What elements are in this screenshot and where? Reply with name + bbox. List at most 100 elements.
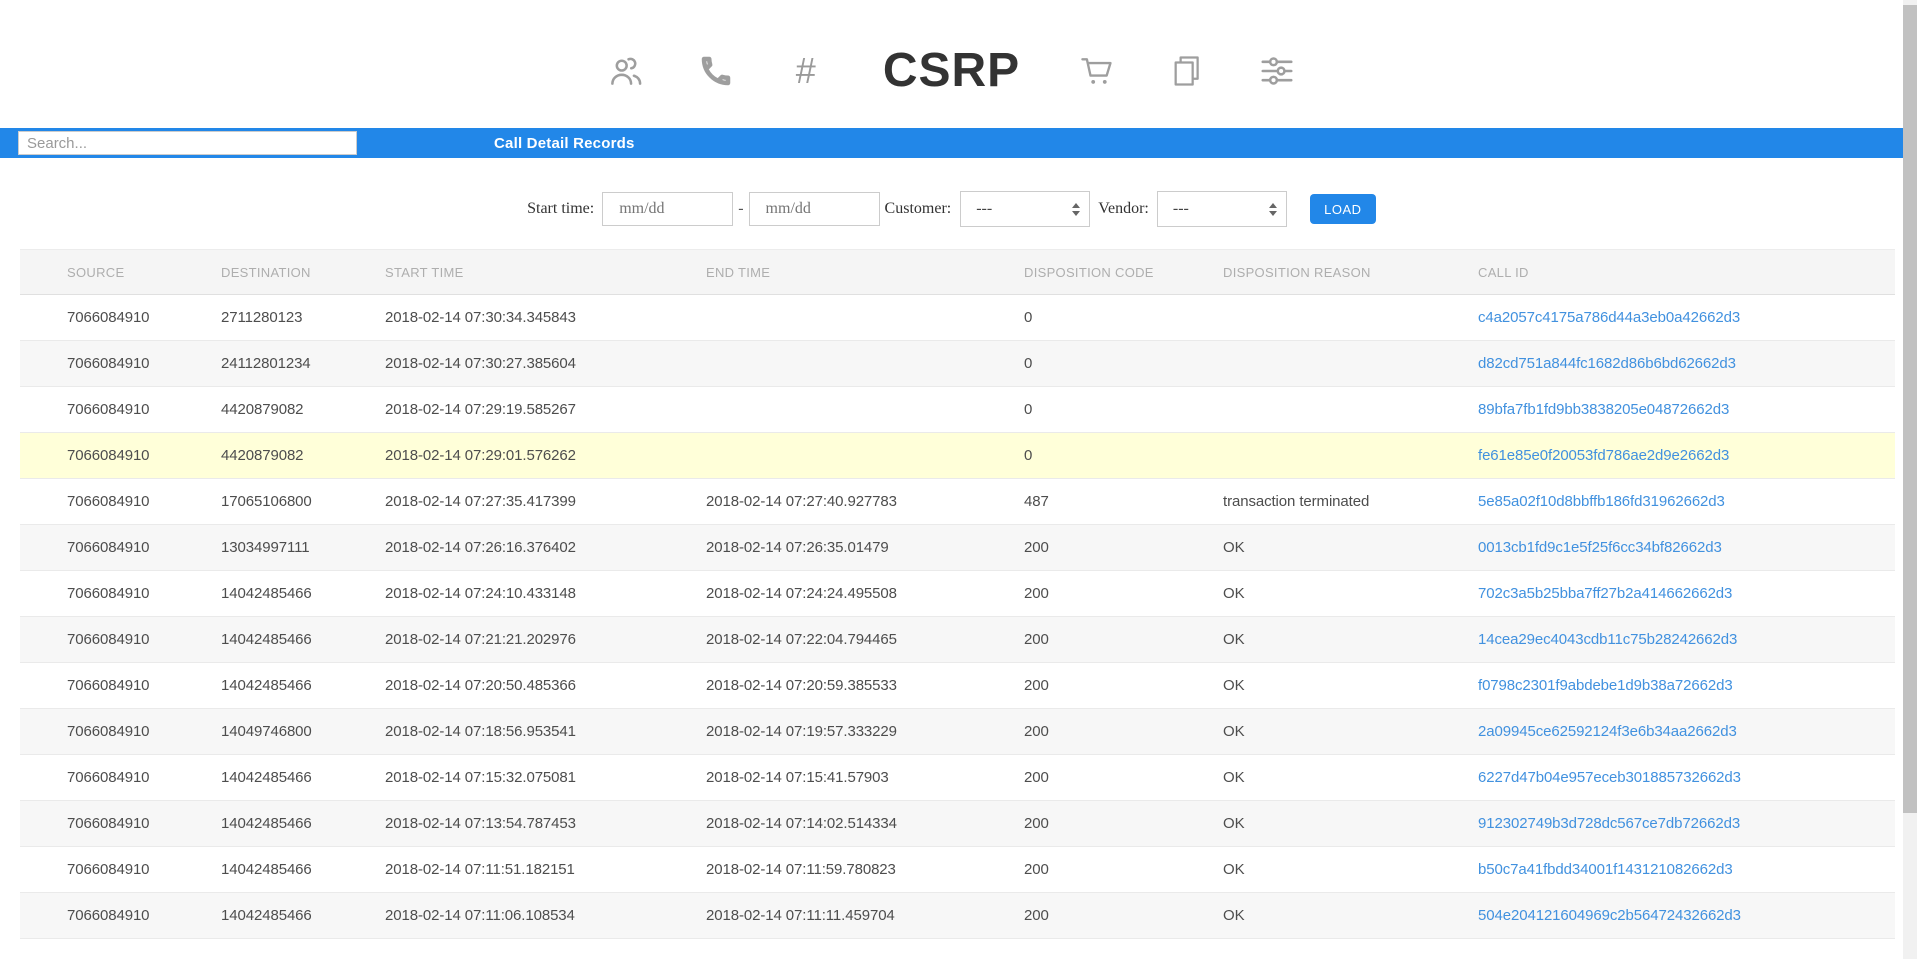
copy-icon[interactable] <box>1168 52 1206 90</box>
call-id-link[interactable]: 504e204121604969c2b56472432662d3 <box>1478 907 1741 924</box>
table-row[interactable]: 7066084910 14049746800 2018-02-14 07:18:… <box>20 708 1895 755</box>
cdr-table-body: 7066084910 2711280123 2018-02-14 07:30:3… <box>20 294 1895 939</box>
cell-source: 7066084910 <box>20 892 221 939</box>
call-id-link[interactable]: c4a2057c4175a786d44a3eb0a42662d3 <box>1478 309 1741 326</box>
cell-disposition-reason <box>1223 386 1478 433</box>
cell-start-time: 2018-02-14 07:18:56.953541 <box>385 708 706 755</box>
call-id-link[interactable]: 5e85a02f10d8bbffb186fd31962662d3 <box>1478 493 1725 510</box>
table-row[interactable]: 7066084910 14042485466 2018-02-14 07:15:… <box>20 754 1895 801</box>
table-row[interactable]: 7066084910 14042485466 2018-02-14 07:20:… <box>20 662 1895 709</box>
call-id-link[interactable]: 912302749b3d728dc567ce7db72662d3 <box>1478 815 1741 832</box>
vertical-scrollbar-track[interactable] <box>1903 0 1917 959</box>
cell-destination: 13034997111 <box>221 524 385 571</box>
customer-select[interactable]: --- <box>960 191 1091 227</box>
cell-destination: 4420879082 <box>221 386 385 433</box>
load-button[interactable]: LOAD <box>1309 194 1376 224</box>
table-row[interactable]: 7066084910 4420879082 2018-02-14 07:29:1… <box>20 386 1895 433</box>
cell-destination: 14042485466 <box>221 570 385 617</box>
cell-end-time <box>706 294 1024 341</box>
cell-start-time: 2018-02-14 07:11:06.108534 <box>385 892 706 939</box>
col-header-disposition-code: DISPOSITION CODE <box>1024 249 1223 295</box>
vertical-scrollbar-thumb[interactable] <box>1903 5 1917 813</box>
call-id-link[interactable]: 0013cb1fd9c1e5f25f6cc34bf82662d3 <box>1478 539 1722 556</box>
call-id-link[interactable]: fe61e85e0f20053fd786ae2d9e2662d3 <box>1478 447 1730 464</box>
cart-icon[interactable] <box>1078 52 1116 90</box>
cell-disposition-code: 200 <box>1024 524 1223 571</box>
cell-end-time: 2018-02-14 07:11:59.780823 <box>706 846 1024 893</box>
cell-destination: 17065106800 <box>221 478 385 525</box>
cell-end-time <box>706 340 1024 387</box>
cell-destination: 14042485466 <box>221 800 385 847</box>
search-input[interactable] <box>18 131 357 155</box>
col-header-end-time: END TIME <box>706 249 1024 295</box>
cell-disposition-code: 487 <box>1024 478 1223 525</box>
cell-start-time: 2018-02-14 07:15:32.075081 <box>385 754 706 801</box>
cell-disposition-reason <box>1223 432 1478 479</box>
page-title: Call Detail Records <box>494 134 635 152</box>
cell-source: 7066084910 <box>20 340 221 387</box>
cell-destination: 2711280123 <box>221 294 385 341</box>
page-banner: Call Detail Records <box>0 128 1903 158</box>
table-row[interactable]: 7066084910 14042485466 2018-02-14 07:11:… <box>20 846 1895 893</box>
table-row[interactable]: 7066084910 14042485466 2018-02-14 07:11:… <box>20 892 1895 939</box>
cell-disposition-code: 200 <box>1024 800 1223 847</box>
call-id-link[interactable]: 89bfa7fb1fd9bb3838205e04872662d3 <box>1478 401 1730 418</box>
cell-disposition-reason: OK <box>1223 524 1478 571</box>
date-from-input[interactable] <box>602 192 734 226</box>
phone-icon[interactable] <box>697 52 735 90</box>
cell-end-time: 2018-02-14 07:11:11.459704 <box>706 892 1024 939</box>
sliders-icon[interactable] <box>1258 52 1296 90</box>
cell-start-time: 2018-02-14 07:21:21.202976 <box>385 616 706 663</box>
cell-destination: 14042485466 <box>221 754 385 801</box>
cell-end-time: 2018-02-14 07:15:41.57903 <box>706 754 1024 801</box>
cell-source: 7066084910 <box>20 754 221 801</box>
cell-disposition-reason: OK <box>1223 846 1478 893</box>
table-row[interactable]: 7066084910 4420879082 2018-02-14 07:29:0… <box>20 432 1895 479</box>
call-id-link[interactable]: 14cea29ec4043cdb11c75b28242662d3 <box>1478 631 1738 648</box>
cell-destination: 24112801234 <box>221 340 385 387</box>
customer-label: Customer: <box>884 200 952 217</box>
cell-start-time: 2018-02-14 07:29:01.576262 <box>385 432 706 479</box>
vendor-select[interactable]: --- <box>1156 191 1287 227</box>
cdr-table: SOURCE DESTINATION START TIME END TIME D… <box>20 249 1895 939</box>
cell-call-id: 504e204121604969c2b56472432662d3 <box>1478 892 1895 939</box>
hash-glyph: # <box>795 50 816 91</box>
call-id-link[interactable]: 702c3a5b25bba7ff27b2a414662662d3 <box>1478 585 1733 602</box>
cell-call-id: 0013cb1fd9c1e5f25f6cc34bf82662d3 <box>1478 524 1895 571</box>
table-row[interactable]: 7066084910 14042485466 2018-02-14 07:21:… <box>20 616 1895 663</box>
vendor-label: Vendor: <box>1098 200 1149 217</box>
table-row[interactable]: 7066084910 14042485466 2018-02-14 07:24:… <box>20 570 1895 617</box>
col-header-call-id: CALL ID <box>1478 249 1895 295</box>
table-row[interactable]: 7066084910 13034997111 2018-02-14 07:26:… <box>20 524 1895 571</box>
table-row[interactable]: 7066084910 24112801234 2018-02-14 07:30:… <box>20 340 1895 387</box>
table-row[interactable]: 7066084910 14042485466 2018-02-14 07:13:… <box>20 800 1895 847</box>
cell-start-time: 2018-02-14 07:30:27.385604 <box>385 340 706 387</box>
date-to-input[interactable] <box>748 192 880 226</box>
page-content: # CSRP <box>0 44 1903 939</box>
cell-source: 7066084910 <box>20 708 221 755</box>
call-id-link[interactable]: 6227d47b04e957eceb301885732662d3 <box>1478 769 1741 786</box>
users-icon[interactable] <box>607 52 645 90</box>
cell-disposition-reason: OK <box>1223 754 1478 801</box>
call-id-link[interactable]: d82cd751a844fc1682d86b6bd62662d3 <box>1478 355 1736 372</box>
select-spinner-icon <box>1072 202 1081 216</box>
customer-select-value: --- <box>976 200 993 217</box>
hash-icon[interactable]: # <box>787 52 825 90</box>
cell-disposition-reason: OK <box>1223 616 1478 663</box>
cell-disposition-code: 0 <box>1024 294 1223 341</box>
call-id-link[interactable]: 2a09945ce62592124f3e6b34aa2662d3 <box>1478 723 1737 740</box>
cell-disposition-code: 0 <box>1024 340 1223 387</box>
table-row[interactable]: 7066084910 17065106800 2018-02-14 07:27:… <box>20 478 1895 525</box>
table-row[interactable]: 7066084910 2711280123 2018-02-14 07:30:3… <box>20 294 1895 341</box>
cell-disposition-reason: OK <box>1223 800 1478 847</box>
cell-disposition-code: 200 <box>1024 846 1223 893</box>
call-id-link[interactable]: f0798c2301f9abdebe1d9b38a72662d3 <box>1478 677 1733 694</box>
cell-source: 7066084910 <box>20 524 221 571</box>
cell-source: 7066084910 <box>20 662 221 709</box>
cell-call-id: 89bfa7fb1fd9bb3838205e04872662d3 <box>1478 386 1895 433</box>
app-logo[interactable]: CSRP <box>882 44 1021 97</box>
cell-start-time: 2018-02-14 07:26:16.376402 <box>385 524 706 571</box>
cell-disposition-code: 200 <box>1024 708 1223 755</box>
call-id-link[interactable]: b50c7a41fbdd34001f143121082662d3 <box>1478 861 1733 878</box>
cell-destination: 14049746800 <box>221 708 385 755</box>
